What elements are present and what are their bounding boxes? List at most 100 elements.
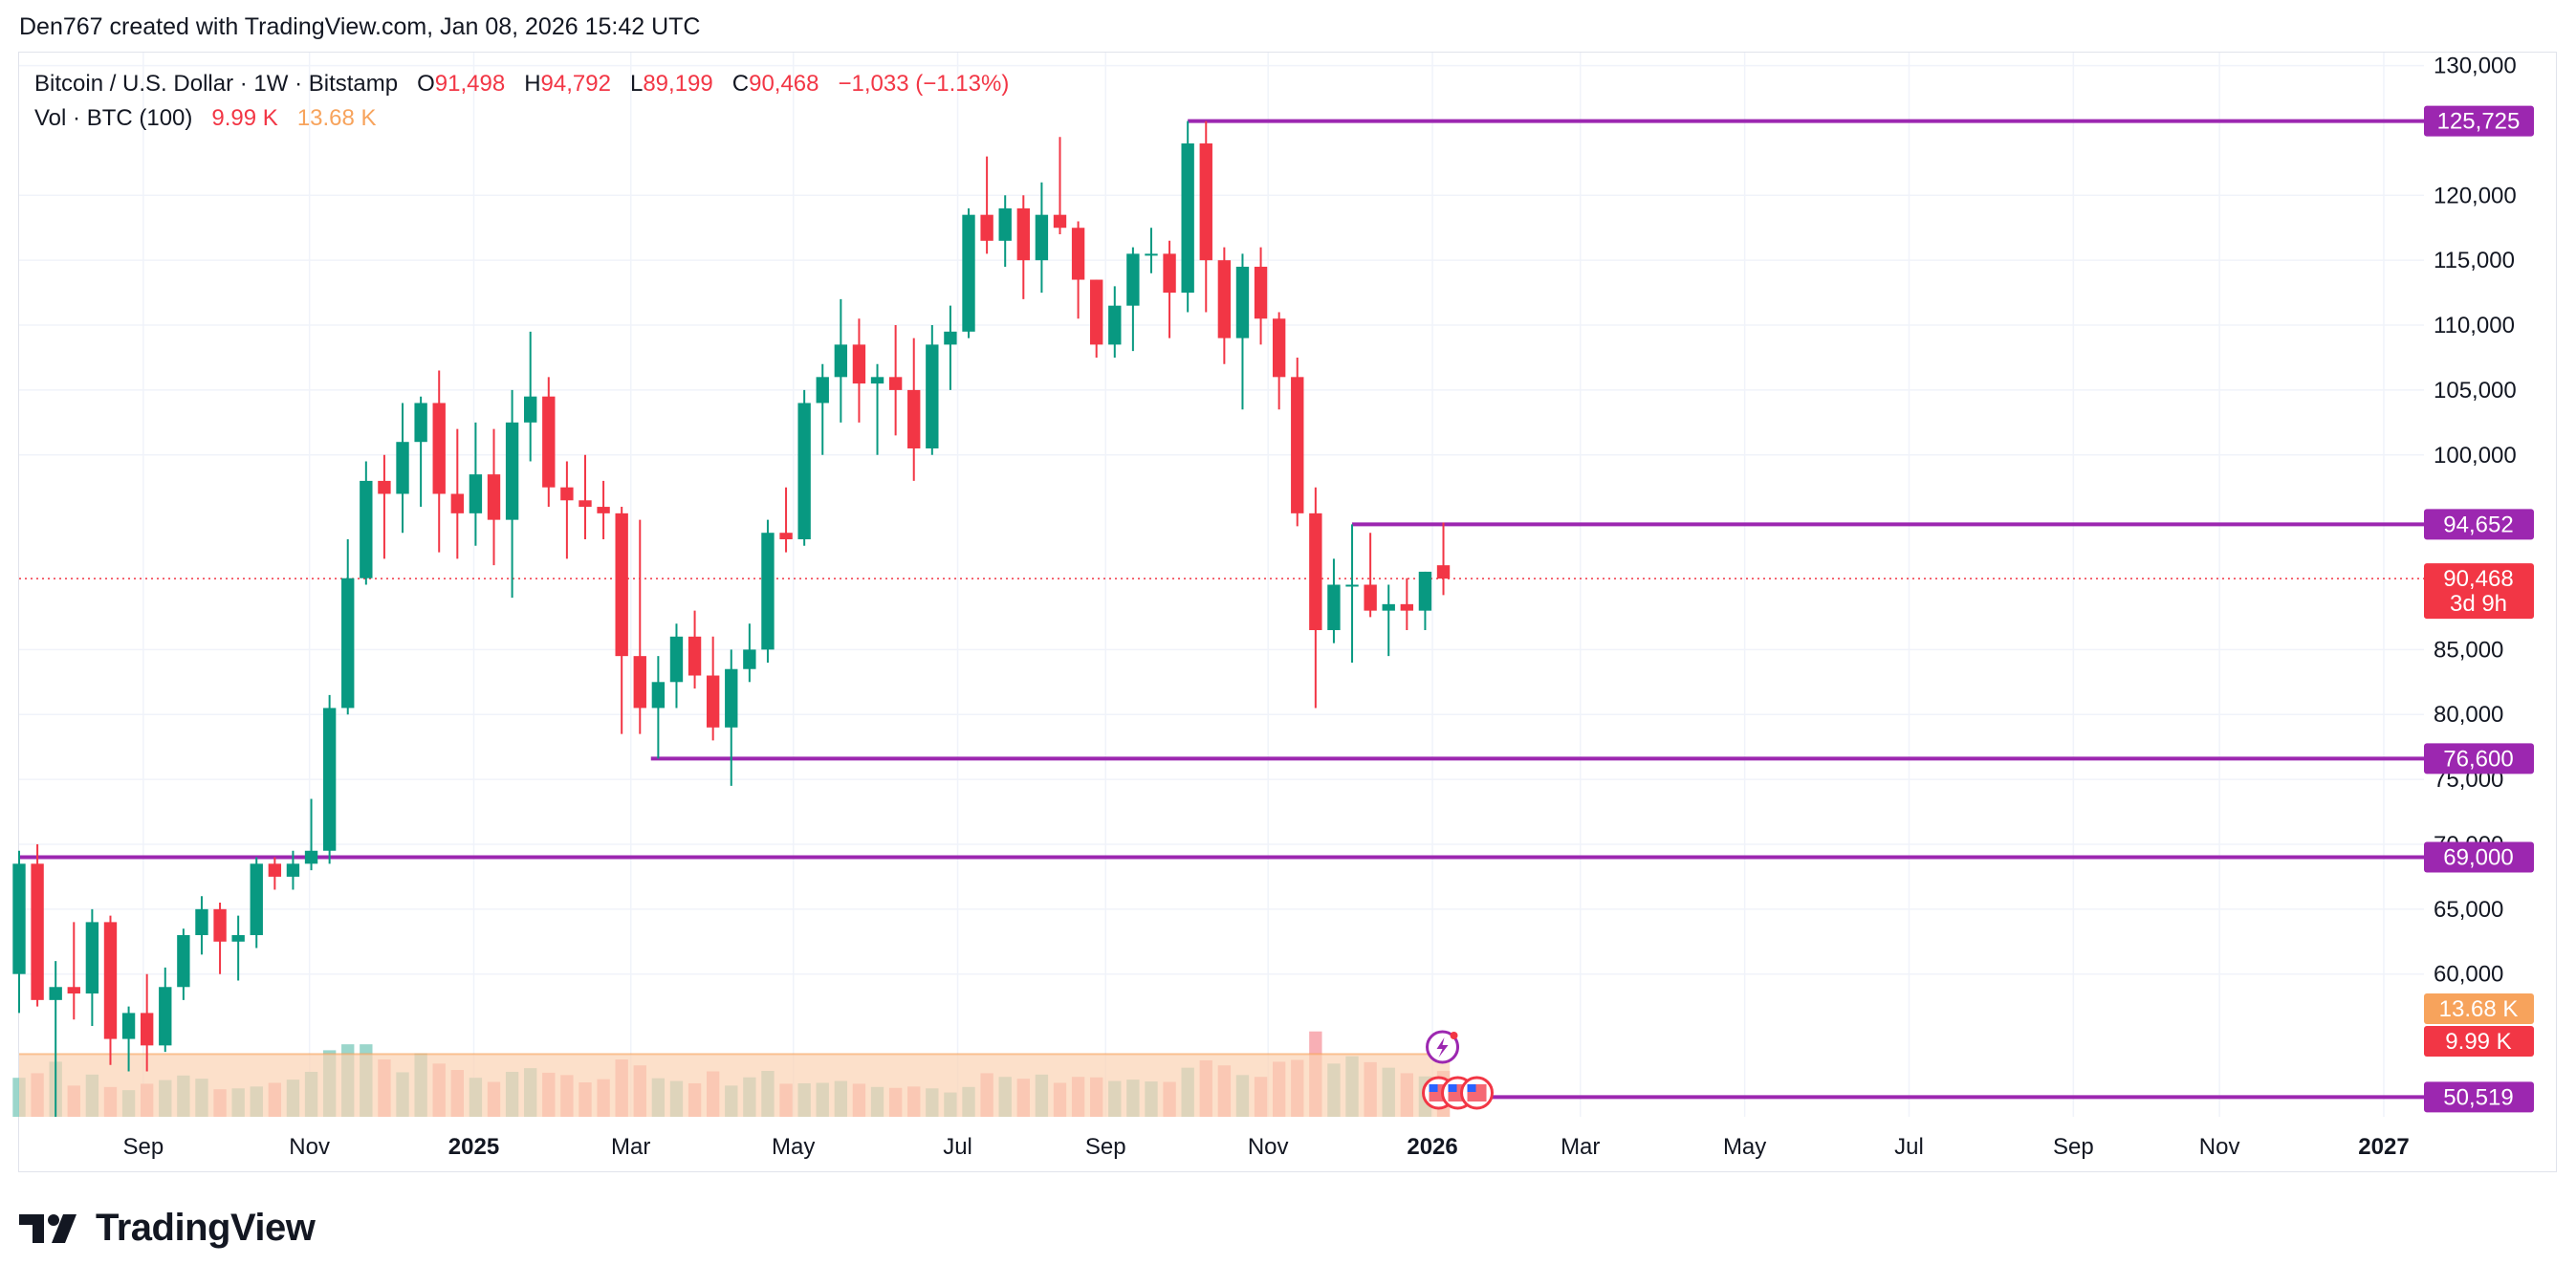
us-flag-event-icon[interactable] — [1460, 1076, 1495, 1110]
candle-body[interactable] — [49, 987, 62, 1000]
legend-volume-value: 9.99 K — [211, 105, 278, 131]
candle-body[interactable] — [962, 214, 975, 332]
candle-body[interactable] — [85, 922, 99, 994]
legend-volume-label[interactable]: Vol · BTC (100) — [34, 105, 193, 131]
candle-body[interactable] — [816, 377, 829, 404]
candle-body[interactable] — [852, 344, 866, 384]
y-tick-label: 130,000 — [2434, 54, 2517, 79]
candle-body[interactable] — [1327, 584, 1341, 631]
candle-body[interactable] — [396, 442, 409, 494]
candle-body[interactable] — [1163, 253, 1176, 294]
candle-body[interactable] — [870, 377, 884, 384]
candle-body[interactable] — [944, 331, 957, 345]
candle-body[interactable] — [1217, 260, 1232, 338]
candle-body[interactable] — [1254, 266, 1268, 319]
candle-body[interactable] — [542, 396, 556, 488]
candle-body[interactable] — [579, 500, 592, 508]
volume-badge-label: 13.68 K — [2439, 996, 2519, 1022]
candle-body[interactable] — [341, 578, 355, 709]
candle-body[interactable] — [743, 649, 756, 669]
candle-body[interactable] — [1382, 603, 1395, 611]
candle-body[interactable] — [450, 493, 464, 513]
candle-body[interactable] — [1145, 253, 1158, 256]
candle-body[interactable] — [360, 480, 373, 578]
candle-body[interactable] — [1309, 513, 1322, 631]
candle-body[interactable] — [725, 668, 738, 728]
candle-body[interactable] — [560, 487, 574, 501]
candle-body[interactable] — [597, 507, 610, 513]
candle-body[interactable] — [651, 682, 666, 709]
volume-ma-area — [19, 1053, 1451, 1117]
candle-body[interactable] — [633, 656, 646, 709]
candle-body[interactable] — [980, 214, 993, 241]
candle-body[interactable] — [615, 513, 628, 657]
candle-body[interactable] — [1035, 214, 1049, 261]
candle-body[interactable] — [322, 708, 337, 851]
candle-body[interactable] — [1090, 279, 1103, 345]
candle-body[interactable] — [1016, 207, 1030, 261]
candle-body[interactable] — [1181, 143, 1194, 294]
lightning-event-icon[interactable] — [1426, 1030, 1460, 1064]
candle-body[interactable] — [487, 474, 501, 520]
level-badge-label: 76,600 — [2443, 746, 2513, 772]
candle-body[interactable] — [67, 987, 80, 994]
candle-body[interactable] — [669, 636, 684, 683]
candle-body[interactable] — [1364, 584, 1377, 611]
chart-frame[interactable] — [18, 52, 2557, 1172]
candle-body[interactable] — [103, 922, 118, 1039]
candle-body[interactable] — [797, 403, 811, 539]
candle-body[interactable] — [1418, 571, 1432, 611]
candle-body[interactable] — [524, 396, 537, 423]
candle-body[interactable] — [907, 389, 921, 448]
candle-body[interactable] — [432, 403, 446, 494]
candle-body[interactable] — [834, 344, 848, 378]
candle-body[interactable] — [1400, 603, 1414, 611]
candle-body[interactable] — [378, 480, 391, 494]
candle-body[interactable] — [469, 474, 483, 513]
candle-body[interactable] — [250, 863, 263, 935]
candle-body[interactable] — [195, 908, 208, 935]
legend-high-label: H — [524, 71, 541, 97]
tradingview-logo-icon — [19, 1213, 76, 1243]
candle-body[interactable] — [761, 533, 775, 650]
tradingview-brand[interactable]: TradingView — [19, 1207, 316, 1250]
candle-body[interactable] — [1199, 143, 1212, 261]
candle-body[interactable] — [121, 1013, 136, 1039]
candle-body[interactable] — [177, 934, 190, 988]
x-tick-label: 2026 — [1407, 1134, 1457, 1160]
chart-credit: Den767 created with TradingView.com, Jan… — [19, 13, 701, 40]
candle-body[interactable] — [213, 908, 227, 942]
candle-body[interactable] — [286, 863, 300, 877]
candle-body[interactable] — [140, 1013, 154, 1046]
countdown-label: 3d 9h — [2450, 591, 2507, 617]
candle-body[interactable] — [926, 344, 939, 448]
candle-body[interactable] — [998, 207, 1012, 241]
candle-body[interactable] — [304, 850, 318, 864]
flag-canton — [1448, 1084, 1457, 1092]
candle-body[interactable] — [231, 934, 245, 942]
candle-body[interactable] — [268, 863, 282, 877]
candle-body[interactable] — [12, 863, 26, 974]
x-tick-label: Nov — [2199, 1134, 2240, 1160]
candle-body[interactable] — [1345, 584, 1359, 587]
candle-body[interactable] — [888, 377, 903, 390]
candle-body[interactable] — [1071, 228, 1085, 280]
candle-body[interactable] — [1235, 266, 1250, 338]
candle-body[interactable] — [505, 422, 519, 520]
candle-body[interactable] — [688, 636, 702, 676]
candle-body[interactable] — [779, 533, 793, 539]
x-tick-label: Nov — [289, 1134, 330, 1160]
candle-body[interactable] — [1108, 305, 1122, 345]
candle-body[interactable] — [1053, 214, 1067, 229]
candle-body[interactable] — [1272, 318, 1286, 378]
candle-body[interactable] — [1291, 377, 1304, 513]
candle-body[interactable] — [31, 863, 44, 1000]
candle-body[interactable] — [414, 403, 427, 443]
candle-body[interactable] — [159, 987, 172, 1046]
candle-body[interactable] — [1126, 253, 1140, 306]
candle-body[interactable] — [1436, 565, 1451, 579]
candle-body[interactable] — [706, 675, 720, 728]
legend-close-label: C — [731, 71, 750, 97]
legend-symbol[interactable]: Bitcoin / U.S. Dollar · 1W · Bitstamp — [34, 71, 399, 97]
